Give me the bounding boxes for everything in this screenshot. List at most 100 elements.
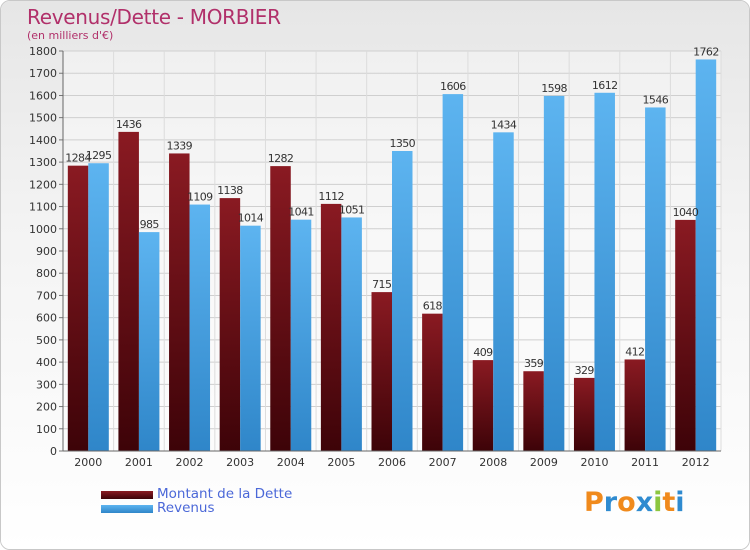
bar-debt-2010: [573, 377, 595, 451]
bar-debt-2002: [169, 153, 190, 451]
x-tick-label-2006: 2006: [378, 456, 406, 469]
data-label-debt-2007: 618: [423, 300, 443, 313]
x-tick-label-2003: 2003: [226, 456, 254, 469]
data-label-revenue-2010: 1612: [592, 79, 618, 92]
bar-revenue-2011: [645, 107, 666, 451]
x-tick-label-2009: 2009: [530, 456, 558, 469]
bar-debt-2004: [270, 166, 291, 451]
data-label-revenue-2012: 1762: [693, 45, 719, 58]
y-tick-label-10: 1000: [29, 223, 57, 236]
data-label-revenue-2001: 985: [140, 218, 160, 231]
data-label-debt-2009: 359: [524, 357, 544, 370]
x-tick-label-2000: 2000: [74, 456, 102, 469]
x-tick-label-2001: 2001: [125, 456, 153, 469]
data-label-revenue-2009: 1598: [541, 82, 567, 95]
y-tick-label-14: 1400: [29, 134, 57, 147]
chart-title: Revenus/Dette - MORBIER: [27, 5, 281, 29]
legend-label-debt: Montant de la Dette: [157, 486, 293, 502]
data-label-debt-2012: 1040: [673, 206, 699, 219]
bar-debt-2001: [118, 131, 139, 451]
bar-revenue-2008: [493, 132, 514, 452]
data-label-debt-2010: 329: [575, 364, 595, 377]
logo-letter: x: [635, 487, 654, 518]
x-tick-label-2010: 2010: [580, 456, 608, 469]
bar-layer: [67, 59, 717, 452]
data-label-debt-2002: 1339: [166, 139, 192, 152]
y-tick-label-18: 1800: [29, 45, 57, 58]
bar-debt-2003: [219, 198, 241, 451]
proxiti-logo: Proxiti: [584, 487, 685, 518]
data-label-debt-2011: 412: [625, 345, 644, 358]
bar-revenue-2001: [138, 232, 160, 451]
y-tick-label-4: 400: [36, 356, 57, 369]
bar-revenue-2006: [392, 151, 413, 451]
data-label-debt-2005: 1112: [318, 190, 344, 203]
x-tick-label-2007: 2007: [429, 456, 457, 469]
x-tick-label-2008: 2008: [479, 456, 507, 469]
data-label-revenue-2005: 1051: [339, 203, 365, 216]
y-tick-label-5: 500: [36, 334, 57, 347]
bar-debt-2008: [472, 360, 494, 451]
bar-revenue-2007: [442, 94, 464, 451]
data-label-debt-2004: 1282: [268, 152, 294, 165]
data-label-revenue-2004: 1041: [288, 206, 314, 219]
legend-item-revenue: Revenus: [101, 500, 361, 517]
x-tick-label-2011: 2011: [631, 456, 659, 469]
data-label-revenue-2000: 1295: [86, 149, 112, 162]
data-label-revenue-2006: 1350: [389, 137, 415, 150]
y-tick-label-2: 200: [36, 401, 57, 414]
data-label-revenue-2008: 1434: [491, 118, 517, 131]
logo-letter: o: [617, 487, 636, 518]
bar-revenue-2009: [543, 95, 565, 451]
legend-label-revenue: Revenus: [157, 500, 215, 516]
data-label-debt-2006: 715: [372, 278, 392, 291]
y-tick-label-13: 1300: [29, 156, 57, 169]
x-tick-label-2004: 2004: [277, 456, 305, 469]
data-label-revenue-2003: 1014: [238, 212, 264, 225]
data-label-revenue-2007: 1606: [440, 80, 466, 93]
y-tick-label-9: 900: [36, 245, 57, 258]
y-tick-label-15: 1500: [29, 112, 57, 125]
x-tick-label-2012: 2012: [682, 456, 710, 469]
data-label-debt-2008: 409: [473, 346, 493, 359]
bar-debt-2009: [523, 371, 544, 451]
bar-debt-2005: [320, 203, 342, 451]
legend-swatch-debt: [101, 491, 153, 499]
y-tick-label-17: 1700: [29, 67, 57, 80]
data-label-debt-2003: 1138: [217, 184, 243, 197]
logo-letter: i: [675, 487, 685, 518]
y-tick-label-8: 800: [36, 267, 57, 280]
bar-revenue-2012: [695, 59, 717, 451]
data-label-debt-2000: 1284: [65, 152, 91, 165]
y-tick-label-1: 100: [36, 423, 57, 436]
data-label-debt-2001: 1436: [116, 118, 142, 131]
bar-debt-2007: [422, 313, 443, 451]
axis-layer: 0 100 200 300 400 500 600 700 800 900 1000 1100 1200…: [29, 45, 721, 469]
bar-revenue-2002: [189, 204, 211, 451]
bar-revenue-2005: [341, 217, 362, 451]
y-tick-label-6: 600: [36, 312, 57, 325]
bar-revenue-2010: [594, 92, 615, 452]
data-label-revenue-2011: 1546: [643, 93, 669, 106]
bar-debt-2000: [67, 165, 89, 451]
logo-letter: i: [653, 487, 663, 518]
logo-letter: P: [584, 487, 604, 518]
bar-debt-2006: [371, 292, 392, 451]
logo-letter: t: [662, 487, 676, 518]
logo-letter: r: [603, 487, 618, 518]
x-tick-label-2005: 2005: [327, 456, 355, 469]
y-tick-label-3: 300: [36, 378, 57, 391]
chart-subtitle: (en milliers d'€): [27, 29, 114, 42]
legend-swatch-revenue: [101, 505, 153, 513]
y-tick-label-7: 700: [36, 289, 57, 302]
bar-revenue-2000: [88, 163, 109, 451]
bar-revenue-2004: [290, 219, 312, 451]
bar-revenue-2003: [240, 225, 261, 451]
y-tick-label-11: 1100: [29, 201, 57, 214]
data-label-revenue-2002: 1109: [187, 191, 213, 204]
bar-debt-2011: [624, 359, 646, 451]
x-tick-label-2002: 2002: [176, 456, 204, 469]
